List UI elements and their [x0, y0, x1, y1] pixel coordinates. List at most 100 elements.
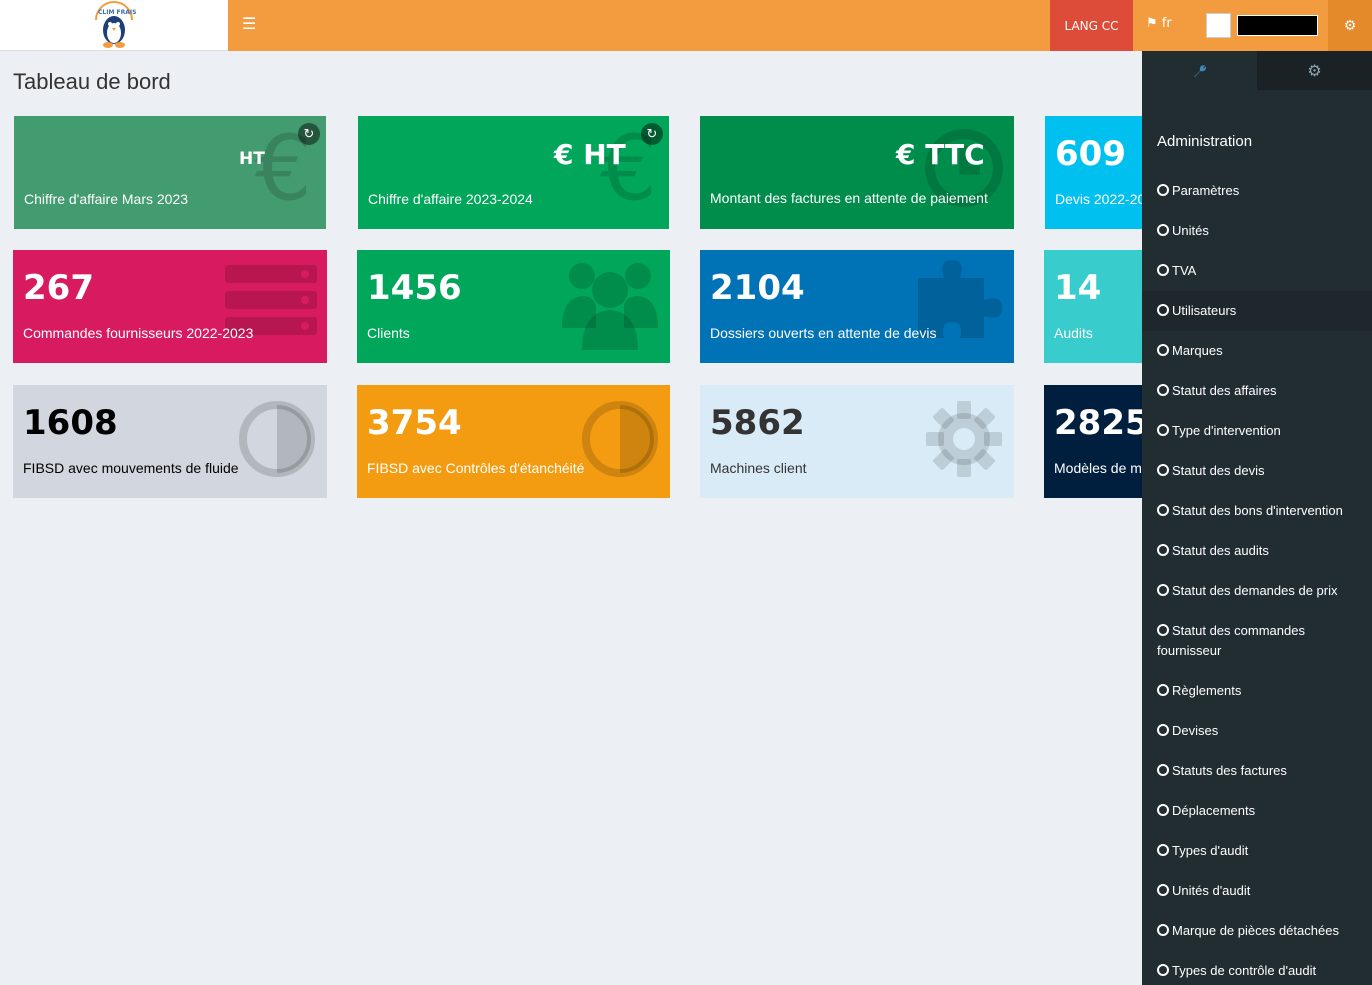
box-value: 5862	[710, 403, 805, 443]
circle-icon	[1157, 844, 1169, 856]
circle-icon	[1157, 384, 1169, 396]
language-selector[interactable]: ⚑ fr	[1146, 16, 1172, 31]
box-label: Montant des factures en attente de paiem…	[710, 190, 988, 206]
flag-icon: ⚑	[1146, 16, 1158, 31]
box-value: 2104	[710, 268, 805, 308]
sidebar-item-label: TVA	[1172, 263, 1197, 278]
circle-icon	[1157, 624, 1169, 636]
control-sidebar: ⚙ Administration Paramètres Unités TVA Util…	[1142, 51, 1372, 985]
circle-icon	[1157, 344, 1169, 356]
sidebar-item[interactable]: Devises	[1142, 711, 1372, 751]
circle-icon	[1157, 584, 1169, 596]
admin-menu: Paramètres Unités TVA Utilisateurs Marques St…	[1142, 171, 1372, 985]
refresh-icon[interactable]: ↻	[641, 123, 663, 145]
penguin-logo-icon: CLIM FRAIS	[95, 1, 136, 48]
sidebar-item[interactable]: Marques	[1142, 331, 1372, 371]
sidebar-tabs: ⚙	[1142, 51, 1372, 90]
box-label: FIBSD avec Contrôles d'étanchéité	[367, 460, 585, 476]
box-value: 609	[1055, 134, 1126, 174]
sidebar-item-label: Paramètres	[1172, 183, 1240, 198]
circle-icon	[1157, 184, 1169, 196]
hamburger-icon[interactable]: ☰	[242, 14, 257, 33]
users-icon	[562, 263, 658, 350]
sidebar-item[interactable]: Statut des affaires	[1142, 371, 1372, 411]
sidebar-item-label: Types de contrôle d'audit	[1172, 963, 1317, 978]
tab-wrench[interactable]	[1142, 51, 1257, 90]
user-name-redacted[interactable]	[1237, 15, 1318, 36]
sidebar-item-label: Statut des audits	[1172, 543, 1269, 558]
currency-label: € HT	[554, 138, 626, 171]
sidebar-item-label: Type d'intervention	[1172, 423, 1281, 438]
box-value: 1456	[367, 268, 462, 308]
sidebar-item-label: Statut des affaires	[1172, 383, 1277, 398]
circle-icon	[1157, 884, 1169, 896]
box-value: 14	[1054, 268, 1102, 308]
circle-icon	[1157, 764, 1169, 776]
box-label: Dossiers ouverts en attente de devis	[710, 325, 937, 341]
small-box-machines[interactable]: 5862 Machines client	[700, 385, 1014, 498]
small-box-ca-annee[interactable]: € € HT ↻ Chiffre d'affaire 2023-2024	[358, 116, 669, 229]
sidebar-item[interactable]: Statut des commandes fournisseur	[1142, 611, 1372, 671]
euro-icon: €	[599, 116, 657, 221]
sidebar-item-label: Statut des devis	[1172, 463, 1265, 478]
circle-icon	[1157, 684, 1169, 696]
sidebar-item-label: Statut des commandes fournisseur	[1157, 623, 1305, 658]
sidebar-item-label: Marque de pièces détachées	[1172, 923, 1339, 938]
box-label: Chiffre d'affaire Mars 2023	[24, 191, 189, 207]
sidebar-item[interactable]: Utilisateurs	[1142, 291, 1372, 331]
box-label: Chiffre d'affaire 2023-2024	[368, 191, 533, 207]
sidebar-item-label: Statuts des factures	[1172, 763, 1287, 778]
euro-icon: €	[254, 116, 312, 221]
sidebar-item[interactable]: Statut des demandes de prix	[1142, 571, 1372, 611]
sidebar-heading: Administration	[1157, 133, 1253, 150]
sidebar-item[interactable]: Unités d'audit	[1142, 871, 1372, 911]
adjust-icon	[582, 401, 658, 477]
sidebar-item[interactable]: Unités	[1142, 211, 1372, 251]
small-box-audits[interactable]: 14 Audits	[1044, 250, 1142, 363]
sidebar-item[interactable]: Types d'audit	[1142, 831, 1372, 871]
lang-button[interactable]: LANG CC	[1050, 0, 1133, 51]
sidebar-item-label: Statut des demandes de prix	[1172, 583, 1338, 598]
currency-label: HT	[239, 149, 265, 169]
sidebar-item[interactable]: Types de contrôle d'audit	[1142, 951, 1372, 985]
small-box-fibsd-etancheite[interactable]: 3754 FIBSD avec Contrôles d'étanchéité	[357, 385, 670, 498]
logo[interactable]: CLIM FRAIS	[0, 0, 228, 51]
box-label: Modèles de machines	[1054, 460, 1142, 476]
small-box-modeles[interactable]: 2825 Modèles de machines	[1044, 385, 1142, 498]
small-box-fibsd-fluide[interactable]: 1608 FIBSD avec mouvements de fluide	[13, 385, 327, 498]
sidebar-item[interactable]: Statut des devis	[1142, 451, 1372, 491]
sidebar-item-label: Marques	[1172, 343, 1223, 358]
sidebar-item[interactable]: Statut des bons d'intervention	[1142, 491, 1372, 531]
tab-cogs[interactable]: ⚙	[1257, 51, 1372, 90]
sidebar-item-label: Déplacements	[1172, 803, 1256, 818]
box-label: Commandes fournisseurs 2022-2023	[23, 325, 254, 341]
refresh-icon[interactable]: ↻	[298, 123, 320, 145]
circle-icon	[1157, 424, 1169, 436]
small-box-dossiers[interactable]: 2104 Dossiers ouverts en attente de devi…	[700, 250, 1014, 363]
sidebar-item[interactable]: Paramètres	[1142, 171, 1372, 211]
sidebar-item-label: Utilisateurs	[1172, 303, 1237, 318]
user-avatar[interactable]	[1206, 13, 1231, 38]
adjust-icon	[239, 401, 315, 477]
sidebar-item[interactable]: Type d'intervention	[1142, 411, 1372, 451]
svg-text:CLIM FRAIS: CLIM FRAIS	[98, 9, 136, 16]
sidebar-item[interactable]: Déplacements	[1142, 791, 1372, 831]
sidebar-item-label: Types d'audit	[1172, 843, 1249, 858]
small-box-ca-mois[interactable]: € HT ↻ Chiffre d'affaire Mars 2023	[14, 116, 326, 229]
cogs-icon: ⚙	[1307, 61, 1322, 80]
control-sidebar-toggle[interactable]: ⚙	[1328, 0, 1372, 51]
sidebar-item[interactable]: Marque de pièces détachées	[1142, 911, 1372, 951]
server-icon	[225, 265, 317, 335]
circle-icon	[1157, 964, 1169, 976]
sidebar-item[interactable]: Règlements	[1142, 671, 1372, 711]
circle-icon	[1157, 464, 1169, 476]
sidebar-item[interactable]: Statuts des factures	[1142, 751, 1372, 791]
small-box-commandes[interactable]: 267 Commandes fournisseurs 2022-2023	[13, 250, 327, 363]
sidebar-item[interactable]: TVA	[1142, 251, 1372, 291]
box-label: Audits	[1054, 325, 1093, 341]
small-box-factures-attente[interactable]: € TTC Montant des factures en attente de…	[700, 116, 1014, 229]
circle-icon	[1157, 804, 1169, 816]
small-box-devis[interactable]: 609 Devis 2022-2023	[1045, 116, 1142, 229]
sidebar-item[interactable]: Statut des audits	[1142, 531, 1372, 571]
small-box-clients[interactable]: 1456 Clients	[357, 250, 670, 363]
